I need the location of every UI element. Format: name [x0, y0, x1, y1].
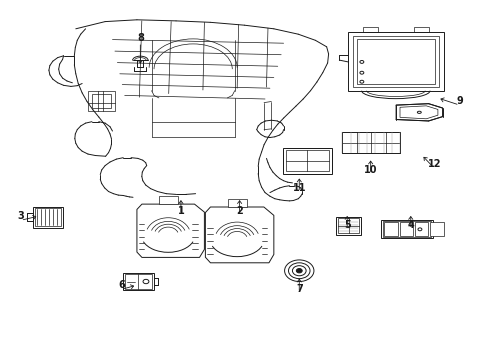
Bar: [125, 274, 151, 289]
Bar: [413, 27, 428, 32]
Bar: [384, 222, 397, 236]
Bar: [338, 218, 358, 233]
Ellipse shape: [292, 266, 305, 276]
Text: 3: 3: [17, 211, 24, 221]
Text: 9: 9: [455, 96, 462, 106]
Polygon shape: [205, 207, 273, 263]
Text: 7: 7: [295, 284, 302, 294]
Text: 5: 5: [343, 220, 350, 230]
Bar: [285, 150, 328, 171]
Text: 10: 10: [363, 165, 377, 175]
Bar: [347, 32, 443, 91]
Bar: [414, 222, 427, 236]
Bar: [429, 222, 443, 236]
Bar: [399, 222, 412, 236]
Text: 4: 4: [407, 220, 413, 230]
Bar: [35, 208, 61, 226]
Text: 8: 8: [137, 33, 143, 43]
Polygon shape: [395, 104, 442, 121]
Bar: [381, 220, 432, 238]
Ellipse shape: [288, 263, 309, 279]
Bar: [336, 217, 360, 235]
Text: 12: 12: [427, 159, 440, 169]
Bar: [159, 196, 177, 204]
Text: 11: 11: [292, 183, 305, 193]
Bar: [282, 148, 331, 174]
Bar: [352, 36, 438, 87]
Text: 2: 2: [236, 206, 243, 216]
Ellipse shape: [296, 269, 302, 273]
Bar: [356, 39, 434, 84]
Bar: [88, 91, 115, 111]
Bar: [123, 273, 153, 290]
Polygon shape: [137, 204, 204, 257]
Text: 6: 6: [118, 280, 124, 290]
Bar: [33, 207, 62, 228]
Bar: [92, 94, 111, 108]
Bar: [342, 132, 399, 153]
Text: 1: 1: [177, 206, 184, 216]
Bar: [382, 221, 430, 237]
Ellipse shape: [284, 260, 313, 282]
Bar: [362, 27, 377, 32]
Bar: [227, 199, 246, 207]
